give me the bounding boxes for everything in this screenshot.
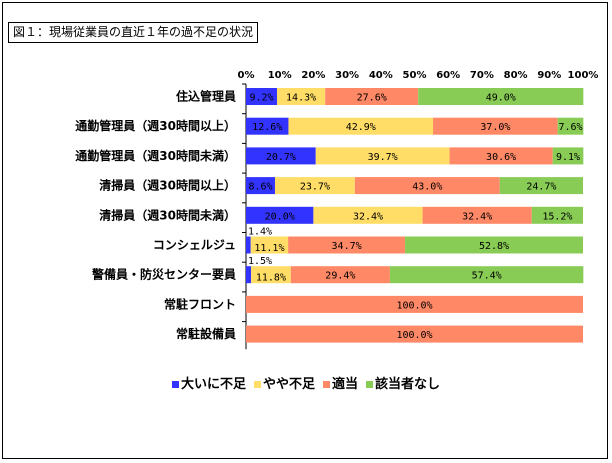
chart-title: 図１：現場従業員の直近１年の過不足の状況 xyxy=(8,22,259,43)
bar-segment xyxy=(433,117,558,135)
data-label: 1.5% xyxy=(248,256,272,267)
x-tick-label: 40% xyxy=(369,70,393,81)
data-label: 15.2% xyxy=(542,211,572,222)
bar-segment xyxy=(246,117,289,135)
data-label: 42.9% xyxy=(346,122,376,133)
legend-label: 大いに不足 xyxy=(180,377,246,392)
bar-segment xyxy=(552,147,584,165)
data-label: 24.7% xyxy=(526,182,556,193)
bar-segment xyxy=(277,88,326,105)
legend-swatch xyxy=(323,381,330,388)
data-label: 30.6% xyxy=(486,152,516,163)
bar-segment xyxy=(288,117,434,135)
bar-segment xyxy=(246,266,252,284)
data-label: 32.4% xyxy=(353,211,383,222)
legend-item: 該当者なし xyxy=(366,373,440,392)
legend-label: やや不足 xyxy=(262,377,315,392)
data-label: 49.0% xyxy=(486,93,516,104)
bar-segment xyxy=(405,236,583,254)
data-label: 7.6% xyxy=(558,122,582,133)
category-label: 警備員・防災センター要員 xyxy=(91,267,236,282)
legend-label: 該当者なし xyxy=(375,377,441,392)
bar-segment xyxy=(246,295,583,313)
chart-legend: 大いに不足 やや不足 適当 該当者なし xyxy=(0,373,612,392)
data-label: 39.7% xyxy=(368,152,398,163)
legend-swatch xyxy=(171,381,179,388)
x-tick-label: 80% xyxy=(504,70,528,81)
bar-segment xyxy=(246,88,278,105)
x-tick-label: 10% xyxy=(268,70,292,81)
data-label: 29.4% xyxy=(325,271,355,282)
category-label: 通勤管理員（週30時間以上） xyxy=(75,118,236,133)
x-tick-label: 70% xyxy=(470,70,494,81)
x-tick-label: 30% xyxy=(335,70,359,81)
bar-segment xyxy=(531,206,583,224)
data-label: 27.6% xyxy=(357,93,387,104)
data-label: 1.4% xyxy=(248,227,272,238)
data-label: 37.0% xyxy=(480,122,510,133)
bar-segment xyxy=(246,325,583,343)
x-tick-label: 0% xyxy=(238,70,255,81)
x-tick-label: 100% xyxy=(568,70,599,81)
bar-segment xyxy=(313,206,423,224)
legend-swatch xyxy=(366,381,374,388)
x-tick-label: 60% xyxy=(436,70,460,81)
legend-item: 大いに不足 xyxy=(171,373,246,392)
chart-frame xyxy=(2,2,608,459)
bar-segment xyxy=(246,147,316,165)
bar-segment xyxy=(325,88,419,105)
legend-item: 適当 xyxy=(323,373,358,392)
data-label: 20.7% xyxy=(266,152,296,163)
data-label: 12.6% xyxy=(252,122,282,133)
data-label: 34.7% xyxy=(332,241,362,252)
category-label: 清掃員（週30時間未満） xyxy=(99,207,236,222)
data-label: 100.0% xyxy=(396,330,432,341)
bar-segment xyxy=(274,177,355,195)
data-label: 43.0% xyxy=(412,182,442,193)
data-label: 57.4% xyxy=(472,271,502,282)
data-label: 23.7% xyxy=(300,182,330,193)
bar-segment xyxy=(389,266,584,284)
data-label: 9.1% xyxy=(556,152,580,163)
category-label: 常駐フロント xyxy=(164,296,236,311)
bar-segment xyxy=(449,147,553,165)
data-label: 14.3% xyxy=(286,93,316,104)
category-label: 清掃員（週30時間以上） xyxy=(99,178,236,193)
legend-item: やや不足 xyxy=(253,373,315,392)
bar-segment xyxy=(315,147,450,165)
bar-segment xyxy=(246,206,314,224)
bar-segment xyxy=(288,236,406,254)
bar-segment xyxy=(250,236,289,254)
x-tick-label: 90% xyxy=(537,70,561,81)
category-label: 通勤管理員（週30時間未満） xyxy=(75,148,236,163)
bar-segment xyxy=(290,266,390,284)
bar-segment xyxy=(418,88,584,105)
bar-segment xyxy=(499,177,583,195)
x-tick-label: 20% xyxy=(301,70,325,81)
legend-label: 適当 xyxy=(332,377,359,392)
data-label: 52.8% xyxy=(479,241,509,252)
bar-segment xyxy=(422,206,532,224)
x-tick-label: 50% xyxy=(403,70,427,81)
legend-swatch xyxy=(253,381,261,388)
data-label: 32.4% xyxy=(462,211,492,222)
data-label: 9.2% xyxy=(249,93,273,104)
category-label: 住込管理員 xyxy=(176,89,236,104)
bar-segment xyxy=(251,266,291,284)
bar-segment xyxy=(246,177,275,195)
bar-segment xyxy=(246,236,251,254)
data-label: 100.0% xyxy=(396,300,432,311)
category-label: コンシェルジュ xyxy=(153,238,236,252)
category-label: 常駐設備員 xyxy=(176,326,236,341)
data-label: 11.1% xyxy=(254,243,284,254)
bar-segment xyxy=(557,117,584,135)
data-label: 20.0% xyxy=(265,211,295,222)
bar-segment xyxy=(354,177,500,195)
data-label: 8.6% xyxy=(248,182,272,193)
data-label: 11.8% xyxy=(256,273,286,284)
